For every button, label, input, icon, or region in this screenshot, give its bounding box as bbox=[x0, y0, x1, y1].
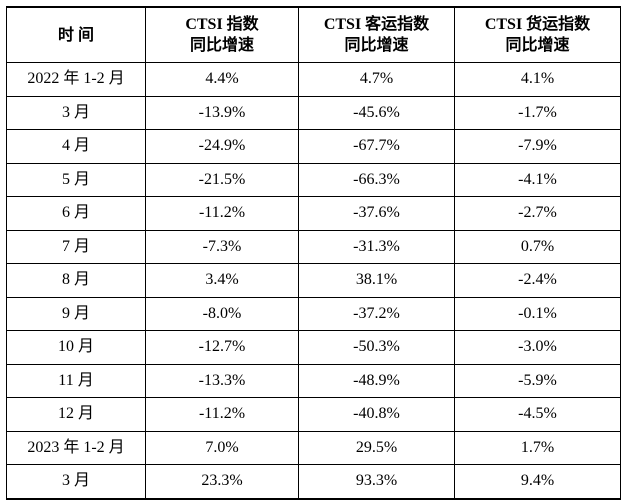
table-row: 8 月 3.4% 38.1% -2.4% bbox=[6, 263, 621, 298]
document-body: 时 间 CTSI 指数 同比增速 CTSI 客运指数 同比增速 CTSI 货运指… bbox=[6, 6, 621, 500]
time-cell: 12 月 bbox=[6, 397, 146, 432]
header-line: CTSI 货运指数 bbox=[484, 16, 591, 33]
time-cell: 7 月 bbox=[6, 229, 146, 264]
header-row: 时 间 CTSI 指数 同比增速 CTSI 客运指数 同比增速 CTSI 货运指… bbox=[6, 6, 621, 63]
freight-index-cell: -5.9% bbox=[454, 363, 621, 398]
header-ctsi-index: CTSI 指数 同比增速 bbox=[145, 6, 299, 63]
table-row: 5 月 -21.5% -66.3% -4.1% bbox=[6, 162, 621, 197]
passenger-index-cell: -40.8% bbox=[298, 397, 455, 432]
table-header: 时 间 CTSI 指数 同比增速 CTSI 客运指数 同比增速 CTSI 货运指… bbox=[6, 6, 621, 63]
time-cell: 8 月 bbox=[6, 263, 146, 298]
time-cell: 3 月 bbox=[6, 95, 146, 130]
table-row: 4 月 -24.9% -67.7% -7.9% bbox=[6, 129, 621, 164]
time-cell: 2023 年 1-2 月 bbox=[6, 430, 146, 465]
freight-index-cell: -4.5% bbox=[454, 397, 621, 432]
header-ctsi-passenger-index: CTSI 客运指数 同比增速 bbox=[298, 6, 455, 63]
ctsi-index-cell: -12.7% bbox=[145, 330, 299, 365]
table-row: 12 月 -11.2% -40.8% -4.5% bbox=[6, 397, 621, 432]
freight-index-cell: 0.7% bbox=[454, 229, 621, 264]
time-cell: 9 月 bbox=[6, 296, 146, 331]
freight-index-cell: -1.7% bbox=[454, 95, 621, 130]
passenger-index-cell: -31.3% bbox=[298, 229, 455, 264]
ctsi-growth-table: 时 间 CTSI 指数 同比增速 CTSI 客运指数 同比增速 CTSI 货运指… bbox=[6, 6, 621, 500]
ctsi-index-cell: -24.9% bbox=[145, 129, 299, 164]
freight-index-cell: -7.9% bbox=[454, 129, 621, 164]
table-row: 3 月 23.3% 93.3% 9.4% bbox=[6, 464, 621, 500]
passenger-index-cell: -37.2% bbox=[298, 296, 455, 331]
header-line: 时 间 bbox=[57, 26, 94, 44]
time-cell: 10 月 bbox=[6, 330, 146, 365]
header-line: 同比增速 bbox=[505, 37, 570, 54]
freight-index-cell: 4.1% bbox=[454, 62, 621, 97]
freight-index-cell: 9.4% bbox=[454, 464, 621, 500]
ctsi-index-cell: 23.3% bbox=[145, 464, 299, 500]
passenger-index-cell: -50.3% bbox=[298, 330, 455, 365]
ctsi-index-cell: -11.2% bbox=[145, 196, 299, 231]
freight-index-cell: -3.0% bbox=[454, 330, 621, 365]
time-cell: 11 月 bbox=[6, 363, 146, 398]
table-row: 7 月 -7.3% -31.3% 0.7% bbox=[6, 229, 621, 264]
time-cell: 2022 年 1-2 月 bbox=[6, 62, 146, 97]
table-row: 9 月 -8.0% -37.2% -0.1% bbox=[6, 296, 621, 331]
passenger-index-cell: -67.7% bbox=[298, 129, 455, 164]
ctsi-index-cell: -13.9% bbox=[145, 95, 299, 130]
ctsi-index-cell: -8.0% bbox=[145, 296, 299, 331]
passenger-index-cell: -37.6% bbox=[298, 196, 455, 231]
passenger-index-cell: -66.3% bbox=[298, 162, 455, 197]
time-cell: 6 月 bbox=[6, 196, 146, 231]
passenger-index-cell: 93.3% bbox=[298, 464, 455, 500]
time-cell: 3 月 bbox=[6, 464, 146, 500]
freight-index-cell: 1.7% bbox=[454, 430, 621, 465]
header-ctsi-freight-index: CTSI 货运指数 同比增速 bbox=[454, 6, 621, 63]
table-row: 11 月 -13.3% -48.9% -5.9% bbox=[6, 363, 621, 398]
header-line: CTSI 客运指数 bbox=[323, 16, 430, 33]
passenger-index-cell: 38.1% bbox=[298, 263, 455, 298]
time-cell: 5 月 bbox=[6, 162, 146, 197]
table-body: 2022 年 1-2 月 4.4% 4.7% 4.1% 3 月 -13.9% -45.6% -… bbox=[6, 62, 621, 500]
passenger-index-cell: -48.9% bbox=[298, 363, 455, 398]
header-time: 时 间 bbox=[6, 6, 146, 63]
passenger-index-cell: -45.6% bbox=[298, 95, 455, 130]
ctsi-index-cell: -13.3% bbox=[145, 363, 299, 398]
ctsi-index-cell: 7.0% bbox=[145, 430, 299, 465]
table-row: 2023 年 1-2 月 7.0% 29.5% 1.7% bbox=[6, 430, 621, 465]
table-row: 10 月 -12.7% -50.3% -3.0% bbox=[6, 330, 621, 365]
freight-index-cell: -0.1% bbox=[454, 296, 621, 331]
freight-index-cell: -4.1% bbox=[454, 162, 621, 197]
ctsi-index-cell: -11.2% bbox=[145, 397, 299, 432]
header-line: 同比增速 bbox=[344, 37, 409, 54]
passenger-index-cell: 4.7% bbox=[298, 62, 455, 97]
ctsi-index-cell: -21.5% bbox=[145, 162, 299, 197]
table-row: 3 月 -13.9% -45.6% -1.7% bbox=[6, 95, 621, 130]
header-line: 同比增速 bbox=[189, 37, 254, 54]
table-row: 6 月 -11.2% -37.6% -2.7% bbox=[6, 196, 621, 231]
freight-index-cell: -2.4% bbox=[454, 263, 621, 298]
header-line: CTSI 指数 bbox=[185, 16, 259, 33]
ctsi-index-cell: -7.3% bbox=[145, 229, 299, 264]
table-row: 2022 年 1-2 月 4.4% 4.7% 4.1% bbox=[6, 62, 621, 97]
freight-index-cell: -2.7% bbox=[454, 196, 621, 231]
time-cell: 4 月 bbox=[6, 129, 146, 164]
ctsi-index-cell: 4.4% bbox=[145, 62, 299, 97]
passenger-index-cell: 29.5% bbox=[298, 430, 455, 465]
ctsi-index-cell: 3.4% bbox=[145, 263, 299, 298]
